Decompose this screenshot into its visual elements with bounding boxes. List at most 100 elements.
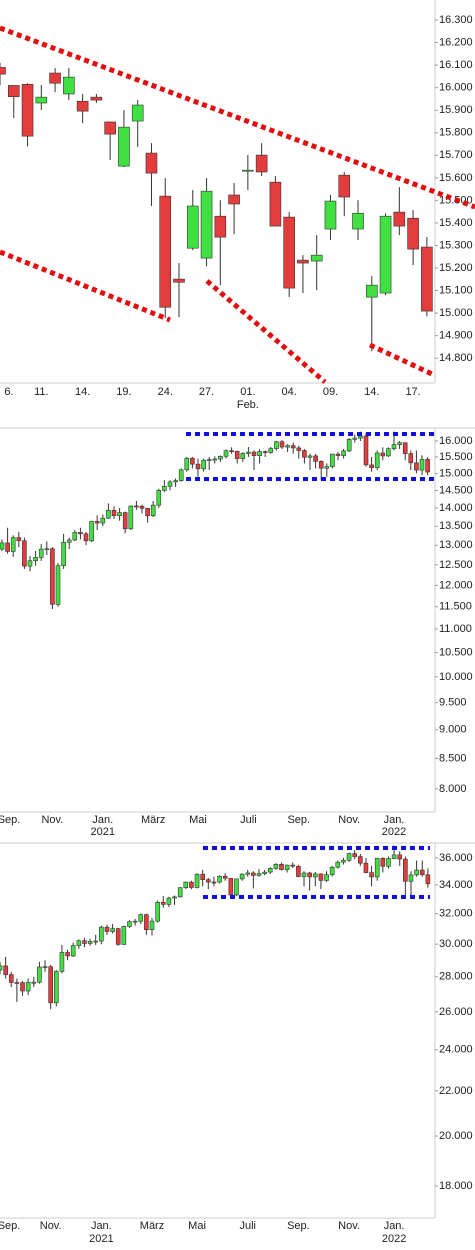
candle-body [267,868,273,873]
candle-body [115,928,121,945]
candle-body [324,200,337,230]
candle-body [99,926,104,942]
y-tick-label: 18.000 [439,1180,473,1192]
candle-body [386,858,391,867]
candle-body [273,864,279,869]
candle-body [206,459,212,461]
candle-body [33,557,38,562]
candle-body [419,459,425,471]
x-tick-label: 11. [34,386,48,398]
y-tick-label: 11.500 [439,601,472,613]
candle-body [87,941,93,944]
candle-body [374,452,380,469]
x-tick-label: März [141,814,165,826]
y-tick-label: 24.000 [439,1044,473,1056]
candle-body [83,533,89,542]
candle-body [274,441,279,449]
candle-body [61,541,66,567]
candle-body [82,940,87,944]
candle-body [408,453,414,464]
candle-body [48,966,53,1004]
candle-body [419,869,425,876]
candle-body [3,965,8,975]
candle-body [50,548,55,605]
candle-body [110,928,115,932]
candle-body [352,853,357,857]
x-tick-label: Juli [239,1220,256,1232]
candle-body [268,448,274,453]
candle-body [63,76,75,95]
candle-body [121,926,127,945]
candle-body [90,96,103,101]
candle-body [397,854,403,860]
y-tick-label: 15.000 [439,467,473,479]
candle-body [131,104,144,122]
candle-body [173,278,185,283]
candle-body [172,896,177,899]
candle-body [132,920,138,923]
candle-body [128,505,134,530]
candle-body [189,881,194,888]
y-tick-label: 13.000 [439,539,473,551]
candle-body [100,517,106,524]
x-tick-label: 6. [4,386,13,398]
candle-body [65,952,70,957]
candle-body [290,445,296,449]
x-tick-label: Jan. [384,1220,405,1232]
candle-body [160,901,166,905]
candle-body [16,537,22,542]
y-tick-label: 15.600 [439,172,473,184]
candle-body [346,853,352,861]
candle-body [89,521,94,542]
candle-body [369,464,374,469]
candle-body [104,926,110,932]
y-tick-label: 11.000 [439,623,472,635]
x-tick-label: Nov. [338,814,360,826]
candle-body [223,450,229,457]
candle-body [285,445,290,448]
y-tick-label: 14.900 [439,330,473,342]
candle-body [177,887,183,898]
x-tick-label: 01. [240,386,255,398]
candle-body [379,215,392,294]
candle-body [0,965,3,971]
trend-line [0,25,475,210]
candle-body [145,507,150,517]
y-tick-label: 16.000 [439,435,473,447]
candle-body [228,878,234,896]
candle-body [37,966,42,983]
candle-body [206,879,211,883]
candle-body [76,100,89,112]
candle-body [407,217,419,250]
frames [0,0,475,1219]
x-tick-label: 24. [158,386,173,398]
x-tick-label: Sep. [0,1220,20,1232]
candle-body [240,453,246,459]
candle-body [386,448,391,457]
candle-body [296,865,301,877]
candle-body [190,457,195,465]
candle-body [194,873,200,888]
y-tick-label: 15.500 [439,451,473,463]
candle-body [78,532,83,535]
x-tick-label: Nov. [338,1220,360,1232]
candle-body [301,872,307,877]
candle-body [70,945,76,957]
y-tick-label: 13.500 [439,520,473,532]
candle-body [341,450,346,456]
candle-body [229,450,234,453]
candles: 16.300 16.200 16.100 16.000 15.900 15.800 15.7… [0,14,473,1245]
candle-body [195,463,201,470]
candle-body [7,85,20,98]
candle-body [307,455,313,458]
y-tick-label: 12.500 [439,559,473,571]
trend-line [368,342,434,377]
candle-body [262,451,268,453]
y-tick-label: 8.000 [439,783,467,795]
candle-body [329,866,335,875]
y-tick-label: 15.000 [439,307,473,319]
candle-body [256,873,262,876]
candle-body [242,169,254,172]
candle-body [200,873,205,880]
y-tick-label: 34.000 [439,879,473,891]
